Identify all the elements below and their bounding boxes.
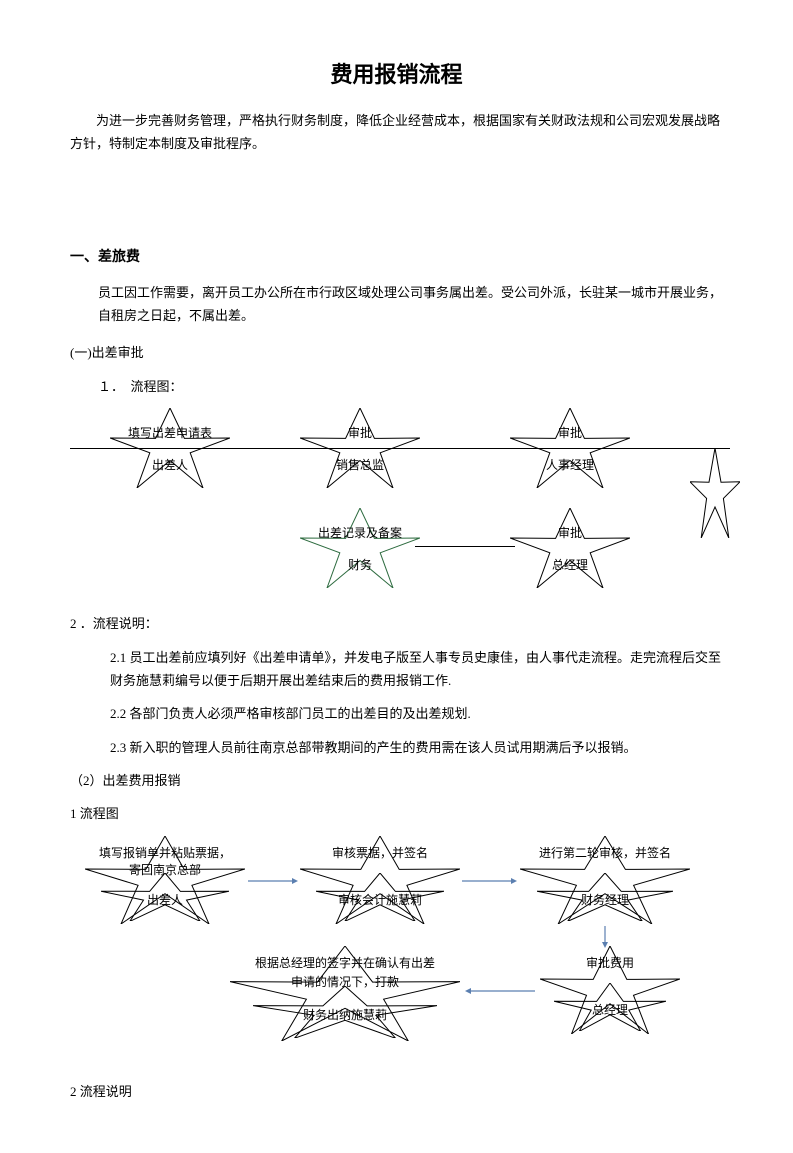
sub1: (一)出差审批 [70, 341, 723, 364]
connector-line [70, 448, 730, 449]
explain-1: 2.1 员工出差前应填列好《出差申请单》，并发电子版至人事专员史康佳，由人事代走… [70, 646, 723, 693]
node-top-label: 出差记录及备案 [300, 523, 420, 545]
node-bottom-label: 财务经理 [525, 890, 685, 912]
flowchart-2: 填写报销单并粘贴票据，寄回南京总部出差人审核票据，并签名审核会计施慧莉进行第二轮… [70, 836, 730, 1066]
explain-label: 2 ．流程说明： [70, 612, 723, 635]
node-top-label: 审批费用 [510, 953, 710, 975]
arrow-icon [248, 876, 298, 886]
node-top-label2: 寄回南京总部 [65, 860, 265, 882]
flow-label: １． 流程图： [70, 375, 723, 398]
node-bottom-label: 出差人 [110, 455, 230, 477]
section1-heading: 一、差旅费 [70, 245, 723, 270]
node-bottom-label: 审核会计施慧莉 [300, 890, 460, 912]
section1-body: 员工因工作需要，离开员工办公所在市行政区域处理公司事务属出差。受公司外派，长驻某… [70, 281, 723, 328]
page-title: 费用报销流程 [70, 55, 723, 95]
node-top-label2: 申请的情况下，打款 [245, 972, 445, 994]
arrow-icon [465, 986, 535, 996]
node-top-label: 进行第二轮审核，并签名 [505, 843, 705, 865]
node-bottom-label: 总经理 [530, 1000, 690, 1022]
flowchart-1: 填写出差申请表出差人审批销售总监审批人事经理出差记录及备案财务审批总经理 [70, 408, 730, 598]
flow2-label: 1 流程图 [70, 802, 723, 825]
flow-node [510, 508, 630, 588]
node-top-label: 填写出差申请表 [110, 423, 230, 445]
node-bottom-label: 总经理 [510, 555, 630, 577]
node-bottom-label: 出差人 [85, 890, 245, 912]
sub2: （2）出差费用报销 [70, 769, 723, 792]
intro-paragraph: 为进一步完善财务管理，严格执行财务制度，降低企业经营成本，根据国家有关财政法规和… [70, 109, 723, 156]
node-bottom-label: 财务 [300, 555, 420, 577]
node-top-label: 审批 [510, 423, 630, 445]
flow-node [300, 508, 420, 588]
arrow-icon [462, 876, 517, 886]
explain-3: 2.3 新入职的管理人员前往南京总部带教期间的产生的费用需在该人员试用期满后予以… [70, 736, 723, 759]
node-bottom-label: 财务出纳施慧莉 [265, 1005, 425, 1027]
explain-2: 2.2 各部门负责人必须严格审核部门员工的出差目的及出差规划. [70, 702, 723, 725]
flow-node [690, 448, 740, 538]
node-top-label: 审批 [510, 523, 630, 545]
connector-line [415, 546, 515, 547]
explain2-label: 2 流程说明 [70, 1080, 723, 1103]
node-top-label: 审批 [300, 423, 420, 445]
node-bottom-label: 销售总监 [300, 455, 420, 477]
node-top-label: 审核票据，并签名 [280, 843, 480, 865]
node-bottom-label: 人事经理 [510, 455, 630, 477]
arrow-icon [600, 926, 610, 948]
